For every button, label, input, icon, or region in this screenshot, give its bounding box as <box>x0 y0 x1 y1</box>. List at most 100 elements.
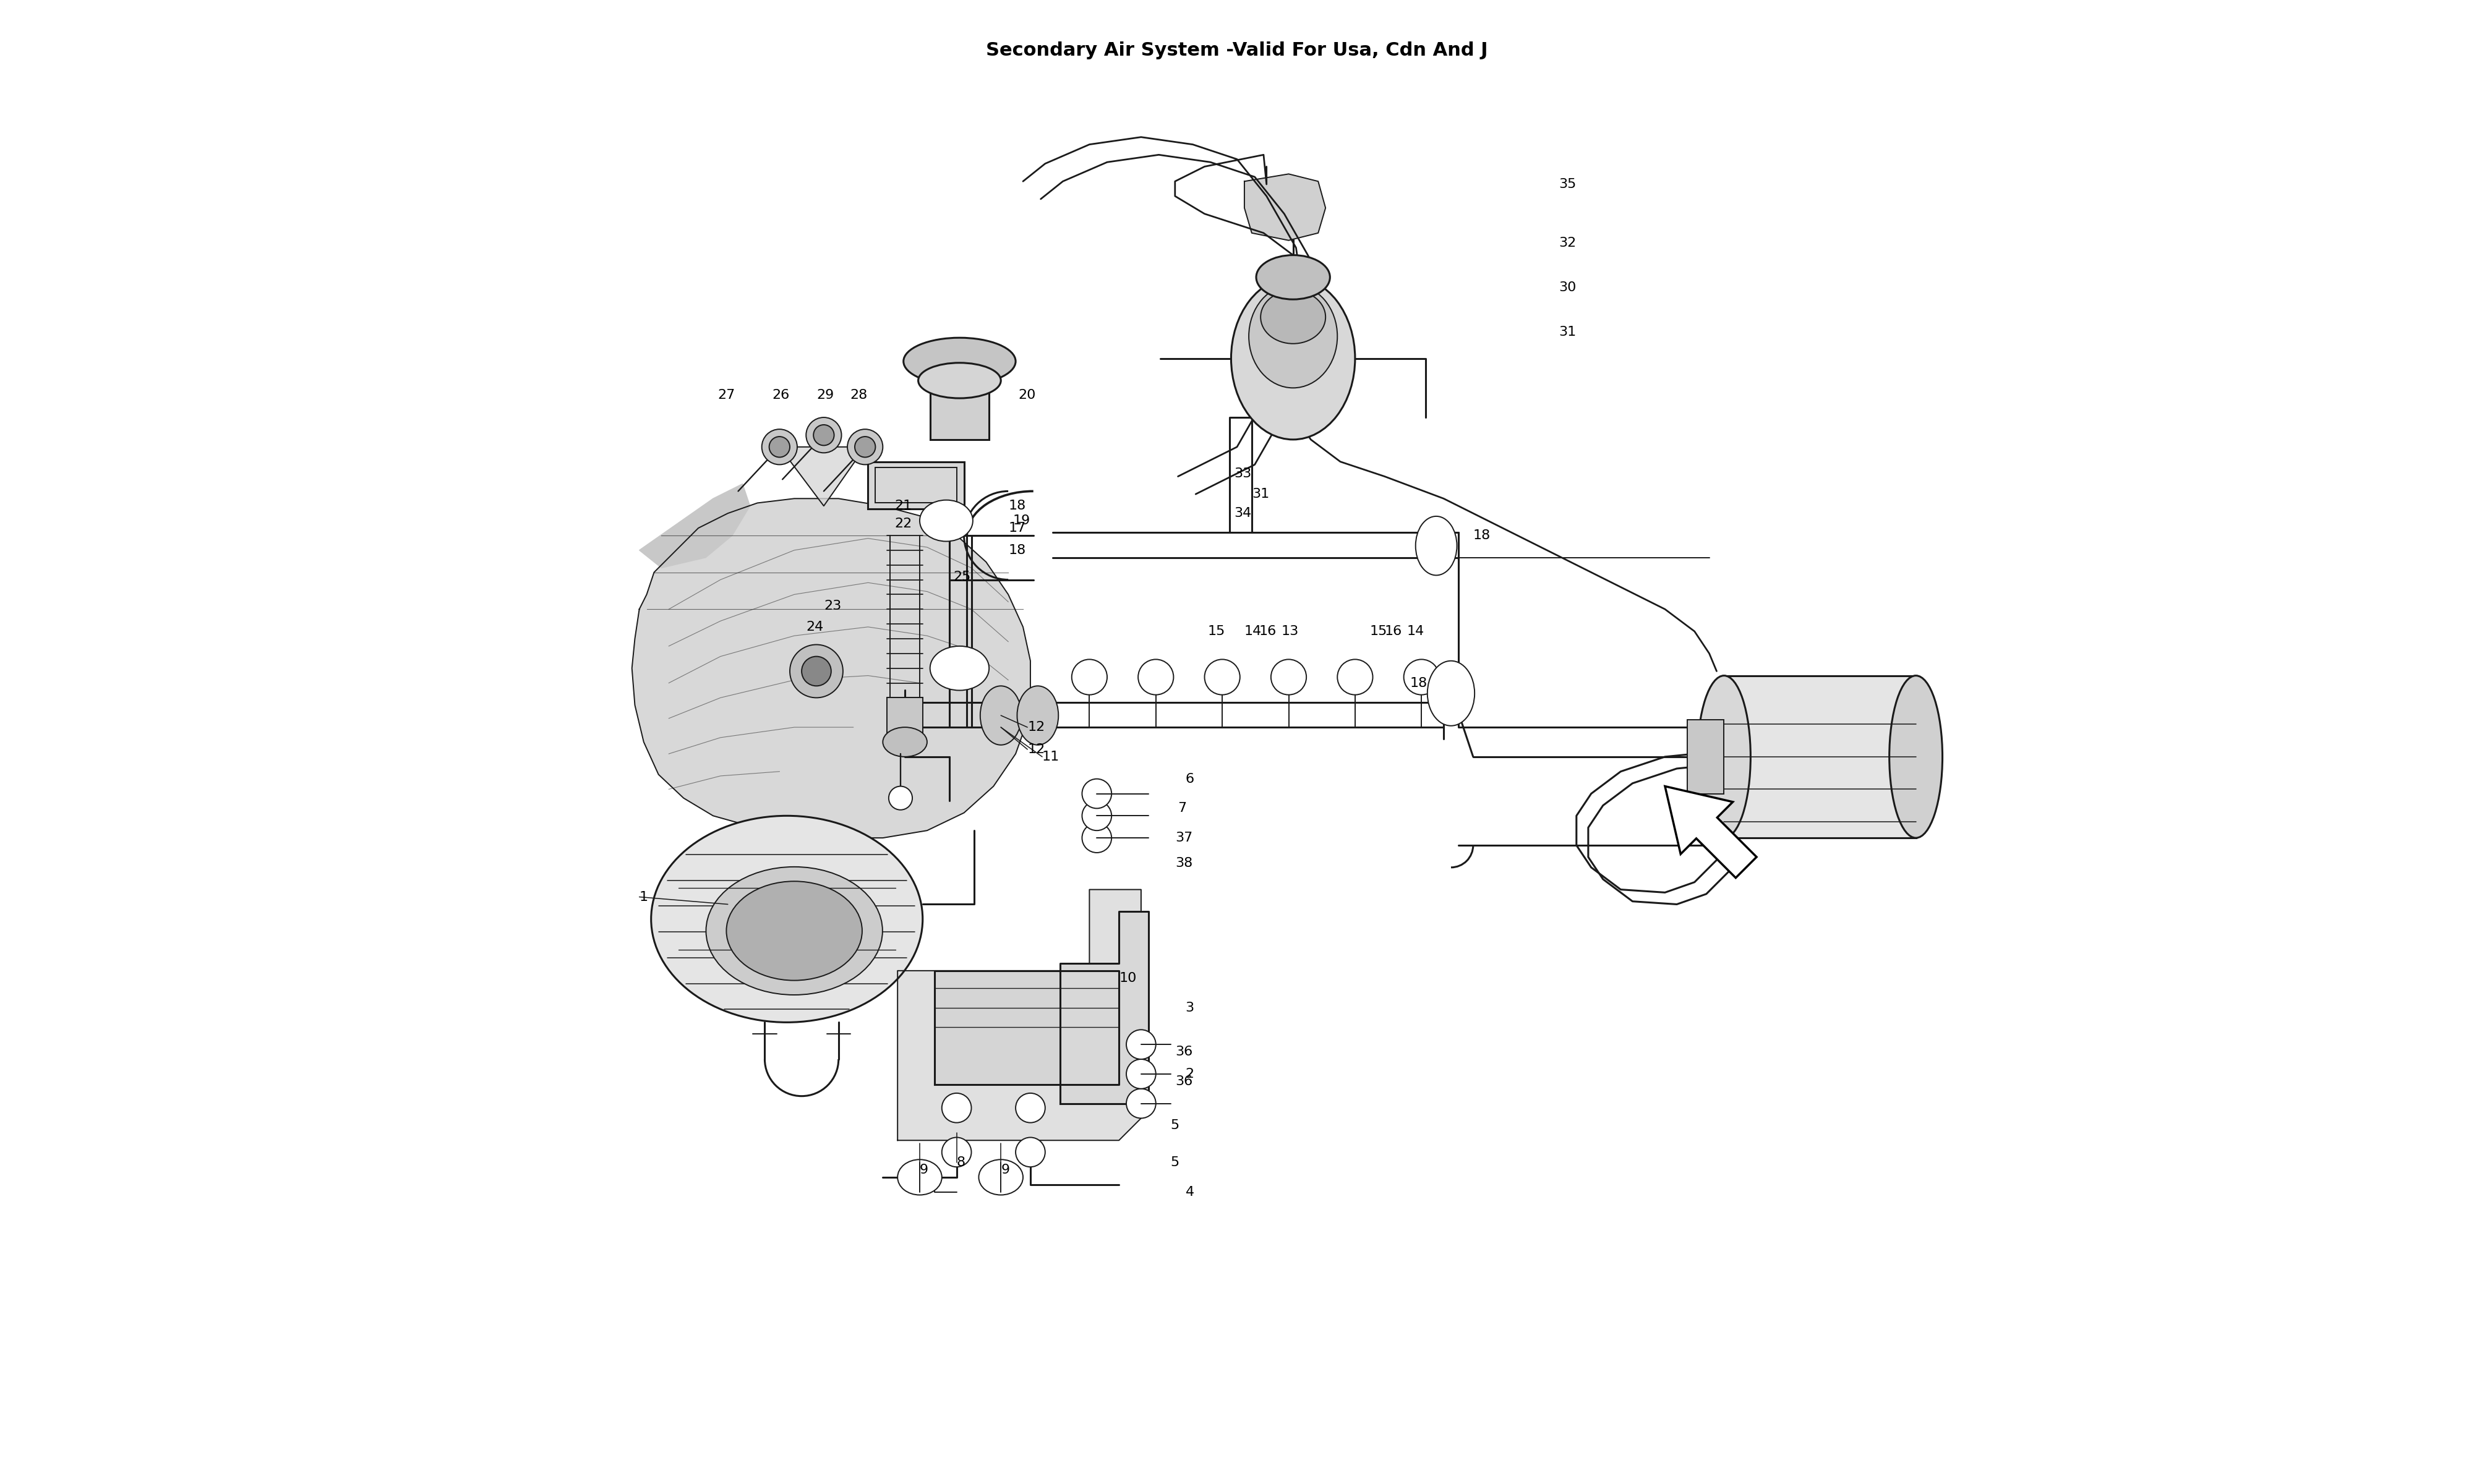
Text: 18: 18 <box>1472 530 1492 542</box>
Text: 12: 12 <box>1027 721 1044 733</box>
Circle shape <box>943 1094 972 1123</box>
Text: 23: 23 <box>824 600 841 613</box>
Text: 4: 4 <box>1185 1186 1195 1198</box>
Ellipse shape <box>1415 516 1457 576</box>
Text: 5: 5 <box>1170 1156 1180 1169</box>
Text: 34: 34 <box>1235 508 1252 519</box>
Text: 9: 9 <box>1002 1163 1009 1175</box>
Text: 31: 31 <box>1252 488 1269 500</box>
Bar <box>876 467 957 503</box>
Circle shape <box>1272 659 1306 695</box>
Circle shape <box>1403 659 1440 695</box>
Text: 10: 10 <box>1118 972 1136 984</box>
Ellipse shape <box>1257 255 1331 300</box>
Text: 27: 27 <box>717 389 735 402</box>
Text: 15: 15 <box>1371 625 1388 638</box>
Circle shape <box>1126 1089 1155 1119</box>
Text: 20: 20 <box>1019 389 1037 402</box>
Text: 35: 35 <box>1559 178 1576 190</box>
Text: 28: 28 <box>851 389 868 402</box>
Polygon shape <box>1244 174 1326 240</box>
Circle shape <box>1126 1030 1155 1060</box>
Circle shape <box>1081 779 1111 809</box>
Text: 15: 15 <box>1207 625 1225 638</box>
Text: 38: 38 <box>1175 856 1192 870</box>
Circle shape <box>943 1137 972 1166</box>
Circle shape <box>814 424 834 445</box>
Circle shape <box>1017 1137 1044 1166</box>
Bar <box>1724 675 1915 838</box>
Text: 14: 14 <box>1244 625 1262 638</box>
Ellipse shape <box>651 816 923 1022</box>
Polygon shape <box>1059 911 1148 1104</box>
FancyArrow shape <box>1665 787 1757 879</box>
Text: 7: 7 <box>1178 803 1188 815</box>
Circle shape <box>1138 659 1173 695</box>
Ellipse shape <box>883 727 928 757</box>
Circle shape <box>1126 1060 1155 1089</box>
Bar <box>888 697 923 735</box>
Text: 9: 9 <box>920 1163 928 1175</box>
Text: 36: 36 <box>1175 1076 1192 1088</box>
Polygon shape <box>898 889 1141 1140</box>
Polygon shape <box>779 447 866 506</box>
Ellipse shape <box>1249 285 1338 387</box>
Text: 25: 25 <box>952 570 972 583</box>
Text: 24: 24 <box>807 620 824 634</box>
Text: 12: 12 <box>1027 743 1044 755</box>
Circle shape <box>854 436 876 457</box>
Bar <box>930 368 990 439</box>
Text: 2: 2 <box>1185 1068 1195 1080</box>
Ellipse shape <box>898 1159 943 1195</box>
Ellipse shape <box>920 500 972 542</box>
Text: 16: 16 <box>1385 625 1403 638</box>
Text: 21: 21 <box>896 500 913 512</box>
Text: 32: 32 <box>1559 237 1576 249</box>
Text: 14: 14 <box>1408 625 1425 638</box>
Text: 5: 5 <box>1170 1119 1180 1132</box>
Text: 37: 37 <box>1175 831 1192 844</box>
Text: 29: 29 <box>816 389 834 402</box>
Text: 17: 17 <box>1009 522 1027 534</box>
Text: 33: 33 <box>1235 467 1252 479</box>
Text: 11: 11 <box>1042 751 1059 763</box>
Text: 31: 31 <box>1559 325 1576 338</box>
Text: 8: 8 <box>957 1156 965 1169</box>
Ellipse shape <box>918 362 1002 398</box>
Polygon shape <box>935 971 1118 1085</box>
Ellipse shape <box>980 686 1022 745</box>
Text: 18: 18 <box>1410 677 1427 689</box>
Circle shape <box>1081 824 1111 853</box>
Circle shape <box>807 417 841 453</box>
Text: 16: 16 <box>1259 625 1277 638</box>
Bar <box>1687 720 1724 794</box>
Text: 18: 18 <box>1009 500 1027 512</box>
Circle shape <box>888 787 913 810</box>
Ellipse shape <box>980 1159 1024 1195</box>
Circle shape <box>1071 659 1108 695</box>
Text: 18: 18 <box>1009 545 1027 556</box>
Text: 19: 19 <box>1012 515 1029 527</box>
Text: 13: 13 <box>1282 625 1299 638</box>
Ellipse shape <box>1262 291 1326 344</box>
Circle shape <box>1205 659 1239 695</box>
Ellipse shape <box>1427 660 1475 726</box>
Text: 26: 26 <box>772 389 789 402</box>
Ellipse shape <box>1697 675 1752 838</box>
Text: 22: 22 <box>896 518 913 530</box>
Ellipse shape <box>1017 686 1059 745</box>
Ellipse shape <box>1890 675 1942 838</box>
Circle shape <box>1081 801 1111 831</box>
Circle shape <box>849 429 883 464</box>
Polygon shape <box>638 484 750 568</box>
Circle shape <box>802 656 831 686</box>
Polygon shape <box>631 499 1029 838</box>
Bar <box>868 462 965 509</box>
Ellipse shape <box>1232 278 1356 439</box>
Circle shape <box>762 429 797 464</box>
Ellipse shape <box>930 646 990 690</box>
Ellipse shape <box>705 867 883 994</box>
Circle shape <box>1338 659 1373 695</box>
Text: 6: 6 <box>1185 773 1195 785</box>
Ellipse shape <box>903 338 1017 384</box>
